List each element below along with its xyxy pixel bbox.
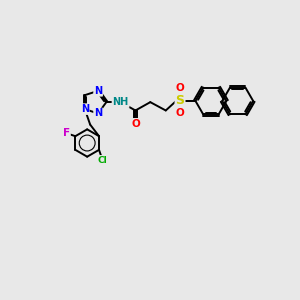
Text: S: S	[176, 94, 184, 107]
Text: NH: NH	[112, 97, 129, 107]
Text: O: O	[176, 108, 184, 118]
Text: N: N	[94, 109, 102, 118]
Text: F: F	[63, 128, 70, 138]
Text: N: N	[81, 104, 89, 114]
Text: O: O	[131, 119, 140, 129]
Text: O: O	[176, 83, 184, 94]
Text: Cl: Cl	[98, 156, 107, 165]
Text: N: N	[94, 86, 102, 96]
